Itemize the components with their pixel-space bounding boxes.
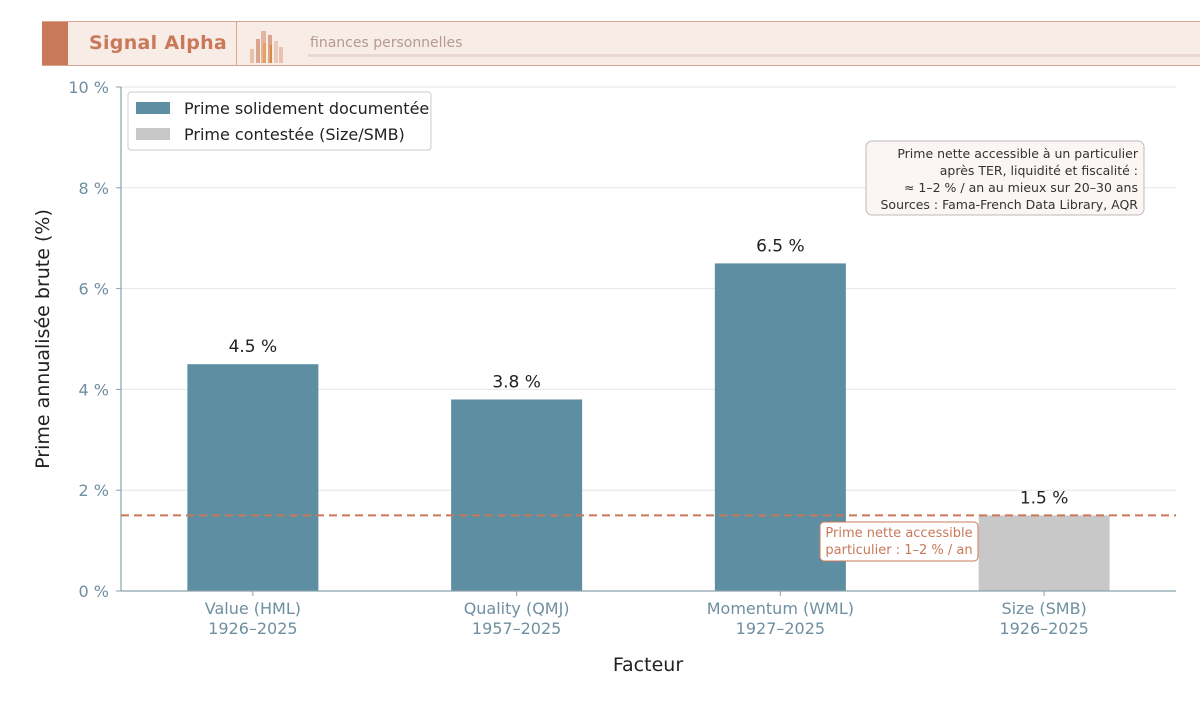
annotation-line: Prime nette accessible à un particulier [897,146,1139,161]
annotation-line: Sources : Fama-French Data Library, AQR [880,197,1138,212]
annotation-line: après TER, liquidité et fiscalité : [940,163,1138,178]
brand-name: Signal Alpha [89,32,228,54]
x-tick-label: Value (HML) 1926–2025 [205,599,301,638]
value-label: 4.5 % [229,337,278,357]
x-ticks: Value (HML) 1926–2025 Quality (QMJ) 1957–20… [205,591,1089,638]
bar-chart-logo-icon [250,31,283,63]
y-tick-label: 4 % [79,380,109,399]
bars [187,263,1110,591]
header-banner: Signal Alpha finances personnelles [42,21,1200,66]
y-tick-label: 2 % [79,481,109,500]
header-tagline: finances personnelles [310,35,463,51]
x-tick-label: Size (SMB) 1926–2025 [999,599,1088,638]
axes [120,87,1176,592]
legend: Prime solidement documentée Prime contest… [127,91,432,151]
y-axis-label: Prime annualisée brute (%) [32,209,54,469]
y-ticks: 0 % 2 % 4 % 6 % 8 % 10 % [68,78,121,601]
y-tick-label: 10 % [68,78,109,97]
value-label: 6.5 % [756,236,805,256]
annotation-frame [865,140,1145,216]
legend-swatch [136,102,170,114]
legend-label: Prime contestée (Size/SMB) [184,125,405,144]
y-tick-label: 8 % [79,179,109,198]
legend-label: Prime solidement documentée [184,99,429,118]
legend-box [127,91,432,151]
annotation-line: ≈ 1–2 % / an au mieux sur 20–30 ans [904,180,1138,195]
header-separator [236,22,237,65]
bar [978,515,1110,591]
annotation-box: Prime nette accessible à un particulier a… [865,140,1145,216]
value-label: 3.8 % [492,372,541,392]
bar [451,399,583,591]
y-tick-label: 0 % [79,582,109,601]
value-label: 1.5 % [1020,488,1069,508]
reference-label-box [819,521,979,562]
legend-swatch [136,128,170,140]
x-axis-label: Facteur [613,654,683,676]
brand-color-swatch [42,22,68,65]
x-tick-label: Momentum (WML) 1927–2025 [707,599,854,638]
value-labels: 4.5 % 3.8 % 6.5 % 1.5 % [229,236,1069,508]
header-rule [308,54,1200,57]
reference-line: Prime nette accessible particulier : 1–2 … [121,514,1176,562]
y-tick-label: 6 % [79,280,109,299]
x-tick-label: Quality (QMJ) 1957–2025 [464,599,570,638]
reference-label: Prime nette accessible particulier : 1–2 … [825,526,972,558]
bar [187,364,319,591]
